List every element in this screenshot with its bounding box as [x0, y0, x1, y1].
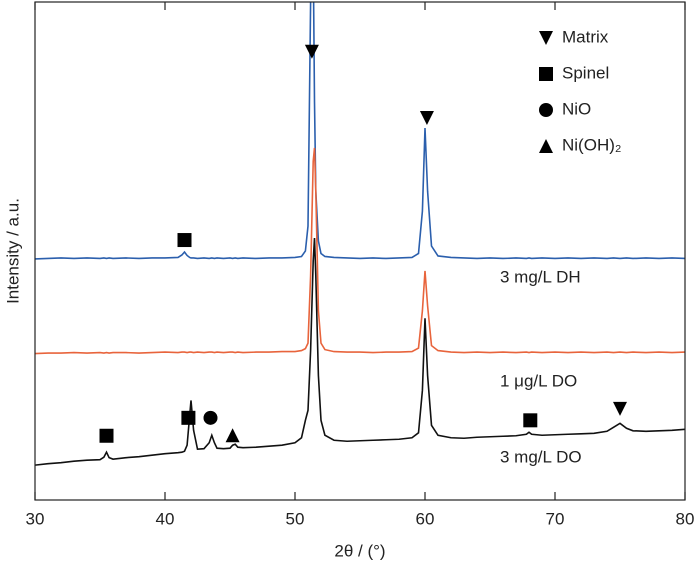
- legend-symbol: [539, 103, 553, 117]
- legend-symbol: [539, 139, 553, 153]
- series-line: [35, 147, 685, 355]
- peak-marker: [203, 410, 218, 425]
- peak-marker: [181, 410, 196, 425]
- plot-area: [35, 2, 685, 466]
- legend-label: Matrix: [562, 27, 609, 46]
- series-line: [35, 238, 685, 466]
- legend-symbol: [539, 31, 553, 45]
- series-line: [35, 2, 685, 260]
- peak-marker: [613, 401, 627, 416]
- x-tick-label: 70: [546, 509, 565, 528]
- x-tick-label: 30: [26, 509, 45, 528]
- x-tick-label: 60: [416, 509, 435, 528]
- x-axis-label: 2θ / (°): [334, 541, 385, 560]
- series-label: 3 mg/L DO: [500, 447, 582, 466]
- y-axis-label: Intensity / a.u.: [3, 198, 22, 304]
- peak-marker: [304, 44, 319, 59]
- peak-marker: [99, 428, 114, 443]
- legend-label: NiO: [562, 99, 591, 118]
- legend-symbol: [539, 67, 553, 81]
- series-label: 1 μg/L DO: [500, 371, 577, 390]
- legend-label: Spinel: [562, 63, 609, 82]
- x-tick-label: 80: [676, 509, 695, 528]
- x-tick-label: 50: [286, 509, 305, 528]
- x-tick-label: 40: [156, 509, 175, 528]
- legend-label: Ni(OH)₂: [562, 135, 621, 154]
- peak-marker: [177, 233, 192, 248]
- peak-marker: [523, 413, 538, 428]
- series-label: 3 mg/L DH: [500, 267, 581, 286]
- peak-marker: [225, 428, 240, 443]
- peak-marker: [419, 111, 434, 126]
- frame: [34, 1, 686, 501]
